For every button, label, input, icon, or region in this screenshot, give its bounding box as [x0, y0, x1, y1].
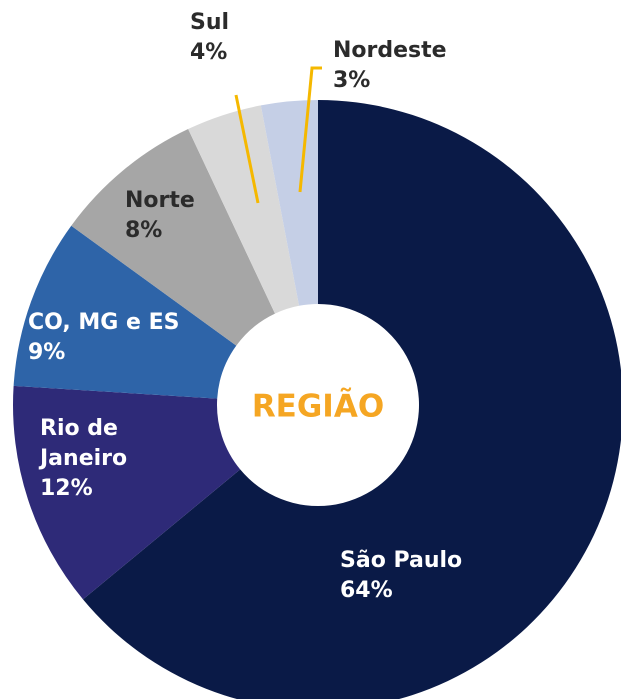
slice [13, 225, 237, 399]
slice [188, 105, 300, 314]
slices [13, 100, 621, 699]
value-label: 4% [190, 40, 228, 65]
slice-label: Rio de Janeiro 12% [40, 414, 150, 504]
slice [82, 100, 621, 699]
value-label: 9% [28, 340, 66, 365]
category-label: Nordeste [333, 38, 447, 63]
slice-label: Sul 4% [190, 8, 270, 68]
value-label: 8% [125, 218, 163, 243]
slice [71, 129, 275, 346]
category-label: Sul [190, 10, 230, 35]
value-label: 12% [40, 476, 93, 501]
category-label: Norte [125, 188, 195, 213]
slice [13, 385, 241, 600]
center-label: REGIÃO [252, 388, 384, 425]
category-label: CO, MG e ES [28, 310, 180, 335]
value-label: 64% [340, 578, 393, 603]
slice-label: Nordeste 3% [333, 36, 493, 96]
leader-line [234, 94, 260, 204]
value-label: 3% [333, 68, 371, 93]
leader-line [298, 66, 322, 193]
slice-label: CO, MG e ES 9% [28, 308, 228, 368]
category-label: São Paulo [340, 548, 463, 573]
category-label: Rio de Janeiro [40, 416, 128, 471]
slice-label: Norte 8% [125, 186, 245, 246]
slice-label: São Paulo 64% [340, 546, 540, 606]
